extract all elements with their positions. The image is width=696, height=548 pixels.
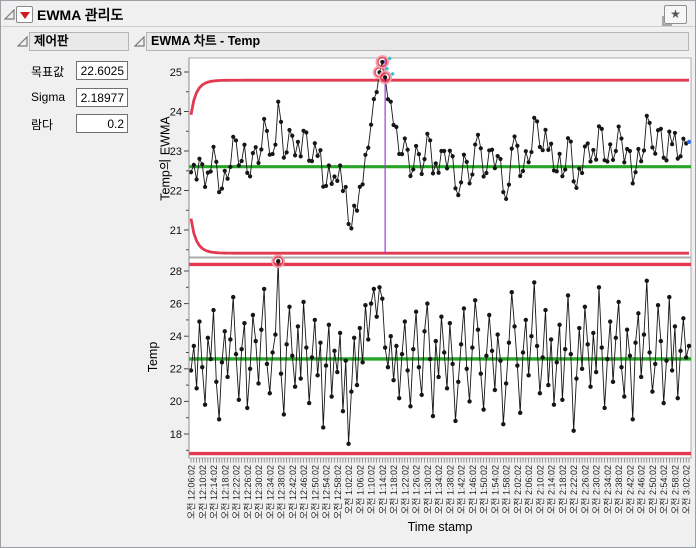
sigma-label: Sigma <box>31 90 66 104</box>
lambda-label: 람다 <box>31 118 54 132</box>
x-tick-label: 오전 1:34:02 <box>434 465 444 514</box>
svg-text:24: 24 <box>170 331 182 343</box>
x-tick-label: 오전 1:58:02 <box>502 465 512 514</box>
x-tick-label: 오전 2:18:02 <box>558 465 568 514</box>
x-tick-label: 오전 2:38:02 <box>614 465 624 514</box>
x-tick-label: 오전 12:46:02 <box>299 465 309 519</box>
y-axis-title-temp: Temp <box>146 341 160 373</box>
x-tick-label: 오전 12:10:02 <box>198 465 208 519</box>
target-input[interactable] <box>76 61 128 80</box>
x-tick-label: 오전 12:38:02 <box>277 465 287 519</box>
x-tick-label: 오전 12:14:02 <box>209 465 219 519</box>
x-tick-label: 오전 12:50:02 <box>310 465 320 519</box>
x-tick-label: 오전 2:02:02 <box>513 465 523 514</box>
x-tick-label: 오전 12:34:02 <box>265 465 275 519</box>
disclosure-triangle-icon[interactable] <box>17 36 28 47</box>
x-tick-label: 오전 1:38:02 <box>445 465 455 514</box>
target-row: 목표값 <box>31 61 141 80</box>
x-tick-label: 오전 3:02:02 <box>682 465 692 514</box>
svg-text:25: 25 <box>170 67 182 79</box>
svg-text:21: 21 <box>170 225 182 237</box>
x-tick-label: 오전 12:54:02 <box>322 465 332 519</box>
x-tick-label: 오전 2:30:02 <box>592 465 602 514</box>
x-tick-label: 오전 1:26:02 <box>412 465 422 514</box>
x-tick-label: 오전 1:50:02 <box>479 465 489 514</box>
x-tick-label: 오전 2:54:02 <box>659 465 669 514</box>
x-tick-label: 오전 1:14:02 <box>378 465 388 514</box>
red-triangle-icon <box>20 12 30 19</box>
x-tick-label: 오전 2:06:02 <box>524 465 534 514</box>
svg-text:22: 22 <box>170 364 182 376</box>
chart-panel-header[interactable]: EWMA 차트 - Temp <box>146 32 689 51</box>
disclosure-triangle-icon[interactable] <box>134 36 145 47</box>
svg-text:28: 28 <box>170 266 182 278</box>
disclosure-triangle-icon[interactable] <box>4 9 15 20</box>
x-tick-label: 오전 1:18:02 <box>389 465 399 514</box>
x-tick-label: 오전 2:26:02 <box>580 465 590 514</box>
x-tick-label: 오전 2:10:02 <box>535 465 545 514</box>
red-triangle-menu-button[interactable] <box>16 6 33 23</box>
svg-text:20: 20 <box>170 396 182 408</box>
x-tick-label: 오전 1:30:02 <box>423 465 433 514</box>
x-tick-label: 오전 1:54:02 <box>490 465 500 514</box>
x-tick-label: 오전 12:30:02 <box>254 465 264 519</box>
x-tick-label: 오전 2:58:02 <box>670 465 680 514</box>
lambda-input[interactable] <box>76 114 128 133</box>
x-tick-label: 오전 12:22:02 <box>232 465 242 519</box>
svg-text:18: 18 <box>170 429 182 441</box>
sigma-row: Sigma <box>31 88 141 107</box>
window-title: EWMA 관리도 <box>37 7 124 23</box>
control-panel-header[interactable]: 제어판 <box>29 32 129 51</box>
x-tick-label: 오전 2:46:02 <box>637 465 647 514</box>
x-tick-label: 오전 1:22:02 <box>400 465 410 514</box>
ewma-chart-plot-area[interactable] <box>189 58 692 459</box>
x-tick-label: 오전 1:02:02 <box>344 465 354 514</box>
sigma-input[interactable] <box>76 88 128 107</box>
x-tick-label: 오전 12:18:02 <box>220 465 230 519</box>
lambda-row: 람다 <box>31 114 141 133</box>
x-tick-label: 오전 12:42:02 <box>288 465 298 519</box>
x-tick-label: 오전 2:34:02 <box>603 465 613 514</box>
x-tick-label: 오전 12:26:02 <box>243 465 253 519</box>
x-tick-label: 오전 1:46:02 <box>468 465 478 514</box>
bookmark-star-button[interactable]: ★ <box>662 5 687 26</box>
svg-text:26: 26 <box>170 298 182 310</box>
x-tick-label: 오전 1:42:02 <box>457 465 467 514</box>
x-tick-label: 오전 2:42:02 <box>625 465 635 514</box>
y-axis-title-ewma: Temp의 EWMA <box>158 116 173 201</box>
titlebar: EWMA 관리도 ★ <box>1 1 695 27</box>
x-tick-label: 오전 2:22:02 <box>569 465 579 514</box>
x-tick-label: 오전 12:58:02 <box>333 465 343 519</box>
x-axis-title: Time stamp <box>407 520 473 534</box>
x-tick-label: 오전 1:06:02 <box>355 465 365 514</box>
x-tick-label: 오전 12:06:02 <box>187 465 197 519</box>
star-icon: ★ <box>670 7 681 21</box>
x-tick-label: 오전 2:14:02 <box>547 465 557 514</box>
x-tick-label: 오전 2:50:02 <box>648 465 658 514</box>
x-tick-label: 오전 1:10:02 <box>367 465 377 514</box>
target-label: 목표값 <box>31 65 65 79</box>
